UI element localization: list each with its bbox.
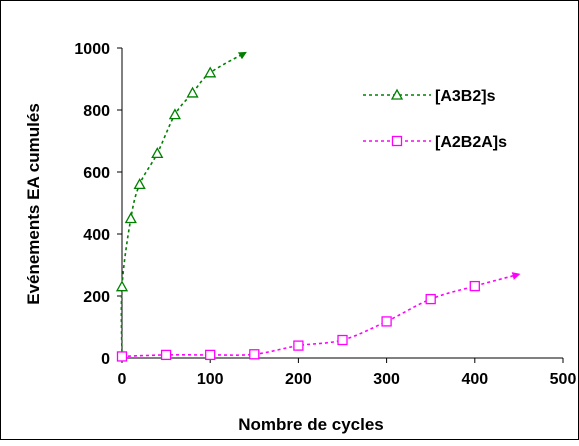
x-tick-label: 200 — [285, 371, 312, 388]
legend-label: [A3B2]s — [435, 88, 496, 105]
legend-marker — [390, 88, 404, 100]
x-tick-label: 400 — [461, 371, 488, 388]
legend-label: [A2B2A]s — [435, 134, 507, 151]
data-point — [151, 147, 164, 159]
series-a3b2s — [115, 51, 247, 359]
y-tick-label: 800 — [83, 103, 110, 120]
data-point — [381, 316, 392, 327]
y-tick-label: 0 — [101, 351, 110, 368]
legend-item: [A3B2]s — [363, 88, 496, 105]
y-tick-label: 600 — [83, 165, 110, 182]
data-point — [115, 280, 129, 292]
data-point — [124, 212, 137, 224]
series-line — [120, 51, 247, 359]
series-a2b2as — [116, 272, 521, 362]
x-tick-label: 300 — [373, 371, 400, 388]
data-point — [160, 349, 172, 361]
data-point — [425, 293, 436, 305]
data-point — [469, 280, 480, 292]
data-point — [116, 351, 128, 362]
data-point — [168, 108, 182, 120]
legend-item: [A2B2A]s — [363, 134, 507, 151]
data-point — [205, 349, 216, 361]
x-axis-title: Nombre de cycles — [238, 415, 384, 434]
data-point — [293, 340, 304, 351]
y-tick-label: 400 — [83, 227, 110, 244]
data-point — [204, 66, 217, 78]
series-line — [121, 272, 521, 358]
y-tick-label: 200 — [83, 289, 110, 306]
x-tick-label: 500 — [550, 371, 577, 388]
data-point — [249, 349, 260, 360]
y-axis-title: Evénements EA cumulés — [24, 103, 43, 305]
x-tick-label: 100 — [197, 371, 224, 388]
data-point — [133, 178, 146, 190]
y-tick-label: 1000 — [74, 41, 110, 58]
legend-marker — [391, 135, 403, 147]
x-tick-label: 0 — [118, 371, 127, 388]
data-point — [186, 86, 199, 98]
data-point — [337, 334, 348, 346]
